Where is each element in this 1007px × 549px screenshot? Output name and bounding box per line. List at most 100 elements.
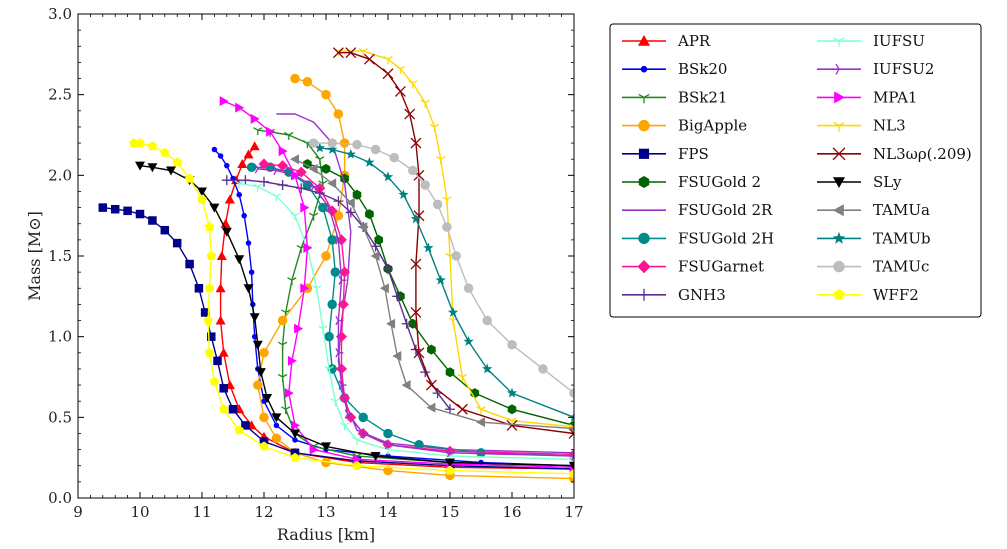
legend-item-apr: APR (622, 32, 711, 50)
data-point-tamua (358, 221, 368, 232)
data-point-fps (135, 209, 145, 219)
data-point-iufsu2 (335, 235, 344, 245)
data-point-wff2 (259, 441, 269, 451)
data-point-fps (241, 421, 250, 430)
data-point-gnh3 (333, 196, 344, 207)
axis-ticks: 9 10 11 12 13 14 15 16 17 0.0 0.5 1.0 1.5 2.0 2.5 3.0 (48, 5, 583, 521)
data-point-tamua (370, 251, 380, 261)
y-tick-label: 1.0 (48, 328, 72, 346)
x-tick-label: 12 (254, 503, 273, 521)
x-tick-label: 17 (564, 503, 583, 521)
data-point-iufsu (339, 422, 350, 431)
data-point-iufsu (290, 212, 300, 221)
data-point-iufsu (234, 180, 244, 189)
data-point-bsk20 (245, 240, 252, 246)
data-point-nl3-209 (413, 347, 425, 359)
data-point-iufsu2 (326, 202, 335, 213)
legend-marker (637, 260, 651, 274)
legend-item-tamuc: TAMUc (817, 258, 929, 276)
data-point-fsugarnet (258, 158, 270, 170)
legend-marker (834, 91, 845, 104)
data-point-sly (197, 187, 207, 197)
data-point-nl3-209 (363, 53, 375, 65)
data-point-sly (135, 161, 145, 171)
data-point-bsk20 (236, 191, 242, 198)
data-point-fsugold-2 (374, 234, 383, 245)
data-point-bigapple (271, 433, 282, 444)
data-point-tamuc (507, 339, 517, 350)
data-point-fsugold-2h (476, 448, 486, 458)
data-point-fsugold-2h (330, 267, 341, 277)
data-point-tamua (327, 178, 337, 189)
data-point-bsk20 (273, 422, 280, 429)
data-point-fsugold-2 (365, 209, 374, 220)
data-point-gnh3 (259, 176, 269, 187)
legend-marker (832, 147, 846, 161)
y-tick-label: 1.5 (48, 247, 72, 265)
data-point-mpa1 (300, 283, 310, 294)
data-point-iufsu2 (338, 275, 347, 285)
legend-label: FSUGold 2R (678, 201, 773, 219)
data-point-tamub (364, 156, 375, 167)
y-tick-label: 0.5 (48, 408, 72, 426)
x-tick-label: 16 (502, 503, 521, 521)
data-point-bigapple (259, 412, 269, 423)
legend-marker (833, 204, 844, 217)
data-point-fsugold-2h (383, 428, 393, 439)
data-point-apr (237, 159, 248, 169)
data-point-fsugarnet (337, 298, 349, 310)
data-point-mpa1 (303, 242, 313, 253)
data-point-fsugold-2 (427, 344, 436, 355)
data-point-fsugold-2h (327, 235, 337, 245)
data-point-mpa1 (309, 444, 319, 455)
data-point-fsugarnet (336, 363, 347, 375)
data-point-fps (98, 203, 108, 212)
series-wff2 (129, 138, 574, 478)
data-point-gnh3 (277, 180, 288, 191)
data-point-sly (243, 284, 254, 294)
legend-item-mpa1: MPA1 (817, 88, 917, 106)
data-point-fsugold-2h (246, 162, 257, 173)
legend-label: FSUGold 2H (678, 229, 774, 247)
data-point-gnh3 (314, 188, 325, 199)
data-point-wff2 (197, 194, 207, 204)
legend-item-iufsu: IUFSU (817, 32, 925, 50)
data-point-tamub (568, 411, 574, 422)
legend-item-tamua: TAMUa (817, 201, 930, 219)
data-point-fsugarnet (339, 266, 351, 278)
series-tamuc (308, 138, 574, 398)
data-point-tamub (345, 148, 356, 159)
data-point-fsugarnet (336, 331, 347, 343)
data-point-nl3-209 (425, 379, 437, 391)
legend-label: APR (677, 32, 711, 50)
legend-marker (832, 231, 846, 244)
data-point-tamuc (569, 388, 574, 398)
data-point-fsugold-2 (321, 163, 331, 174)
data-point-apr (215, 283, 226, 293)
y-tick-label: 2.0 (48, 166, 72, 184)
data-point-sly (166, 166, 176, 176)
data-point-sly (569, 461, 574, 471)
data-point-tamub (435, 274, 446, 285)
legend-item-wff2: WFF2 (817, 286, 919, 304)
data-point-mpa1 (353, 454, 362, 465)
series-line-tamub (319, 147, 574, 418)
data-point-fps (219, 384, 228, 393)
data-point-apr (224, 194, 235, 204)
data-point-fsugold-2 (408, 318, 418, 329)
x-tick-label: 13 (316, 503, 335, 521)
data-point-tamuc (432, 199, 443, 210)
data-point-iufsu (569, 456, 574, 465)
data-point-tamub (398, 189, 409, 200)
data-point-gnh3 (221, 175, 232, 186)
data-point-nl3-209 (394, 85, 406, 97)
data-point-wff2 (209, 376, 220, 386)
data-point-fps (213, 356, 222, 366)
data-point-tamub (327, 144, 338, 154)
legend-item-fsugold-2: FSUGold 2 (622, 173, 761, 191)
series-line-fsugold-2h (251, 166, 574, 457)
data-point-mpa1 (278, 146, 288, 157)
data-point-bsk20 (248, 269, 255, 275)
data-point-nl3 (436, 156, 446, 165)
data-point-fps (194, 284, 204, 293)
